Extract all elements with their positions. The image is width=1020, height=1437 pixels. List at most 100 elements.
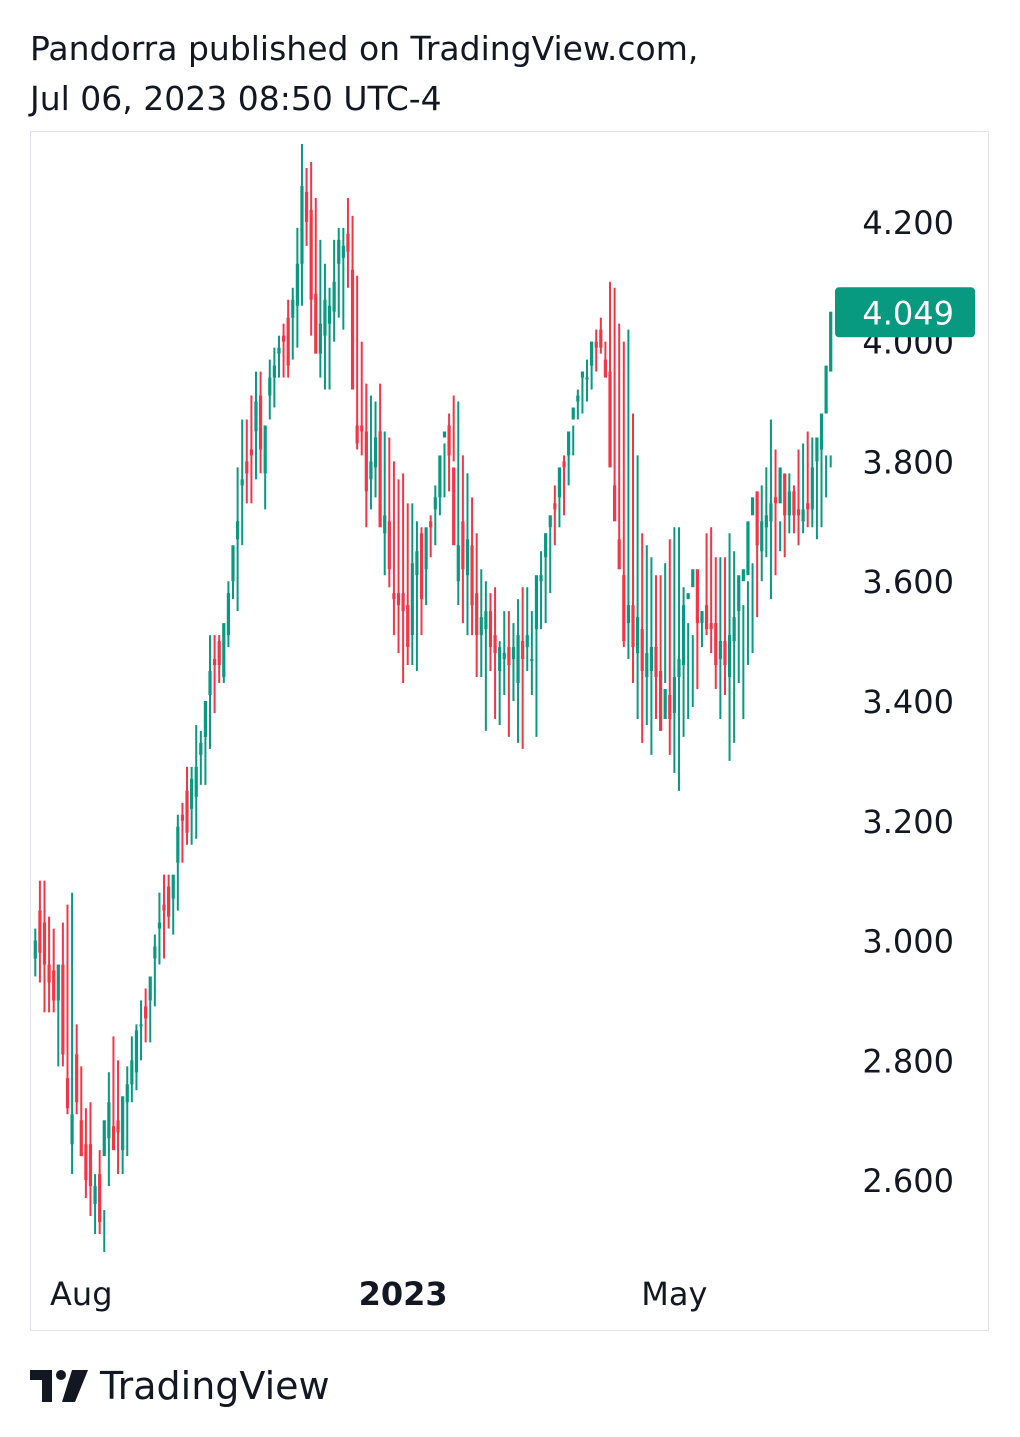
candle-bar xyxy=(185,766,189,845)
candle-bar xyxy=(300,144,304,306)
candle-bar xyxy=(672,527,676,773)
candle-body xyxy=(70,1114,74,1145)
candle-body xyxy=(235,521,240,540)
candle-bar xyxy=(764,467,768,558)
candle-body xyxy=(709,623,713,630)
candle-body xyxy=(419,533,424,600)
candle-bar xyxy=(360,341,364,456)
candle-bar xyxy=(456,401,460,606)
candle-bar xyxy=(121,1096,125,1175)
y-tick-label: 3.000 xyxy=(862,923,954,961)
candle-bar xyxy=(704,533,709,636)
candle-body xyxy=(327,305,332,324)
candle-bar xyxy=(415,521,419,672)
candle-bar xyxy=(341,227,345,330)
candle-bar xyxy=(649,557,653,755)
candle-bar xyxy=(226,581,231,648)
candle-body xyxy=(461,521,465,570)
candle-bar xyxy=(199,730,203,785)
y-tick-label: 3.600 xyxy=(862,563,954,601)
candle-bar xyxy=(281,323,286,378)
candle-body xyxy=(295,263,299,306)
footer-brand: TradingView xyxy=(30,1362,330,1410)
candle-body xyxy=(511,647,516,660)
candle-body xyxy=(337,239,341,264)
candle-body xyxy=(378,431,382,528)
candle-bar xyxy=(700,611,704,648)
candle-bar xyxy=(258,371,263,474)
candle-body xyxy=(484,611,488,630)
candle-bar xyxy=(525,587,529,672)
candle-body xyxy=(277,347,281,354)
candle-body xyxy=(84,1144,88,1181)
candle-body xyxy=(406,605,410,648)
candle-bar xyxy=(727,533,732,761)
candle-body xyxy=(488,611,493,648)
candle-body xyxy=(677,659,681,678)
candle-body xyxy=(111,1126,116,1151)
candle-body xyxy=(167,886,171,917)
candle-body xyxy=(360,425,364,432)
candle-bar xyxy=(304,167,309,246)
candle-body xyxy=(88,1144,93,1187)
x-tick-label: 2023 xyxy=(359,1275,448,1313)
y-tick-label: 2.600 xyxy=(862,1162,954,1200)
candle-body xyxy=(810,467,814,510)
candle-body xyxy=(102,1120,106,1157)
candle-bar xyxy=(617,323,621,570)
candle-bar xyxy=(452,395,456,546)
candle-bar xyxy=(631,413,635,684)
candle-body xyxy=(562,461,566,468)
y-tick-label: 3.400 xyxy=(862,683,954,721)
candle-bar xyxy=(231,545,235,600)
candle-body xyxy=(737,575,741,612)
candle-bar xyxy=(824,365,828,498)
candle-bar xyxy=(668,539,672,755)
candle-bar xyxy=(33,928,37,977)
candlestick-chart[interactable]: 4.2004.0003.8003.6003.4003.2003.0002.800… xyxy=(31,132,989,1331)
candle-body xyxy=(792,491,796,516)
candle-body xyxy=(217,641,221,666)
candle-bar xyxy=(162,874,166,959)
candle-bar xyxy=(548,515,552,594)
tradingview-logo-icon xyxy=(30,1370,88,1402)
candle-body xyxy=(415,551,419,576)
candle-bar xyxy=(309,161,313,336)
candle-body xyxy=(764,515,768,528)
candle-bar xyxy=(594,329,598,372)
candle-bar xyxy=(70,892,74,1175)
candle-bar xyxy=(249,395,253,504)
candle-body xyxy=(153,946,157,959)
candle-bar xyxy=(709,527,713,654)
candle-bar xyxy=(102,1120,106,1252)
candle-body xyxy=(373,437,378,468)
candle-body xyxy=(240,479,244,486)
candle-body xyxy=(33,940,37,959)
brand-name: TradingView xyxy=(100,1364,330,1408)
candle-body xyxy=(475,593,479,636)
candle-body xyxy=(594,341,598,348)
candle-bar xyxy=(562,455,566,516)
candle-body xyxy=(750,497,755,516)
candle-bar xyxy=(741,569,745,719)
candle-bar xyxy=(470,497,474,636)
candle-body xyxy=(534,575,539,630)
candle-bar xyxy=(681,587,686,737)
candle-body xyxy=(658,671,663,731)
candle-bar xyxy=(144,988,148,1043)
candle-body xyxy=(323,299,327,336)
candle-bar xyxy=(498,641,502,725)
candle-bar xyxy=(75,1024,79,1115)
candle-body xyxy=(318,323,322,354)
candle-bar xyxy=(806,431,810,528)
candle-body xyxy=(350,269,355,390)
candle-bar xyxy=(410,503,414,666)
chart-panel[interactable]: 4.200 4.000 3.800 3.600 3.400 3.200 3.000 2.800… xyxy=(30,131,989,1331)
candle-body xyxy=(208,671,212,695)
candle-bar xyxy=(406,503,410,666)
candle-bar xyxy=(479,569,483,678)
candle-body xyxy=(787,491,791,516)
candle-bar xyxy=(750,497,755,654)
candle-bar xyxy=(176,814,180,911)
candle-body xyxy=(723,641,727,666)
